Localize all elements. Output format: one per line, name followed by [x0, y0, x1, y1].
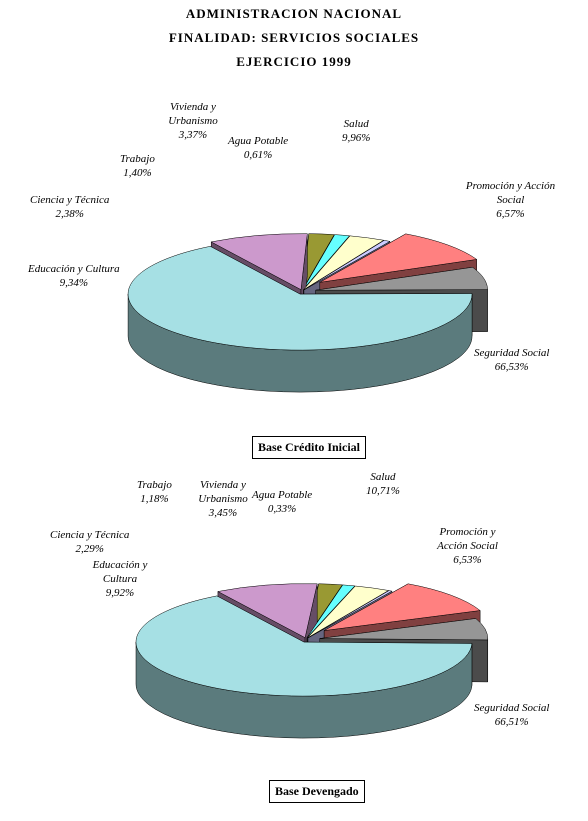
chart-title-line-2: FINALIDAD: SERVICIOS SOCIALES: [168, 30, 420, 45]
pie2-label-seguridad-social: Seguridad Social 66,51%: [474, 702, 550, 728]
pie1-label-promocion: Promoción y Acción Social 6,57%: [465, 180, 556, 220]
pie1-label-agua: Agua Potable 0,61%: [228, 135, 289, 161]
pie1-label-vivienda: Vivienda y Urbanismo 3,37%: [168, 101, 218, 141]
pie2-caption: Base Devengado: [269, 780, 365, 803]
pie1-label-trabajo: Trabajo 1,40%: [120, 153, 155, 179]
pie2-label-salud: Salud 10,71%: [366, 471, 400, 497]
chart-title-line-3: EJERCICIO 1999: [236, 54, 352, 69]
pie2-label-educacion: Educación y Cultura 9,92%: [92, 559, 148, 599]
chart-title-line-1: ADMINISTRACION NACIONAL: [185, 6, 403, 21]
pie2-label-ciencia: Ciencia y Técnica 2,29%: [50, 529, 130, 555]
pie1-label-seguridad-social: Seguridad Social 66,53%: [474, 347, 550, 373]
pie2-label-vivienda: Vivienda y Urbanismo 3,45%: [198, 479, 248, 519]
pie1-label-salud: Salud 9,96%: [342, 118, 371, 144]
pie2-label-trabajo: Trabajo 1,18%: [137, 479, 172, 505]
pie2-label-promocion: Promoción y Acción Social 6,53%: [437, 526, 498, 566]
pie1-label-ciencia: Ciencia y Técnica 2,38%: [30, 194, 110, 220]
pie2-label-agua: Agua Potable 0,33%: [252, 489, 313, 515]
pie1-label-educacion: Educación y Cultura 9,34%: [28, 263, 120, 289]
pie1-caption: Base Crédito Inicial: [252, 436, 366, 459]
pie2-slice-seguridad_social: [135, 595, 473, 739]
pie1-slice-seguridad_social: [127, 245, 473, 393]
